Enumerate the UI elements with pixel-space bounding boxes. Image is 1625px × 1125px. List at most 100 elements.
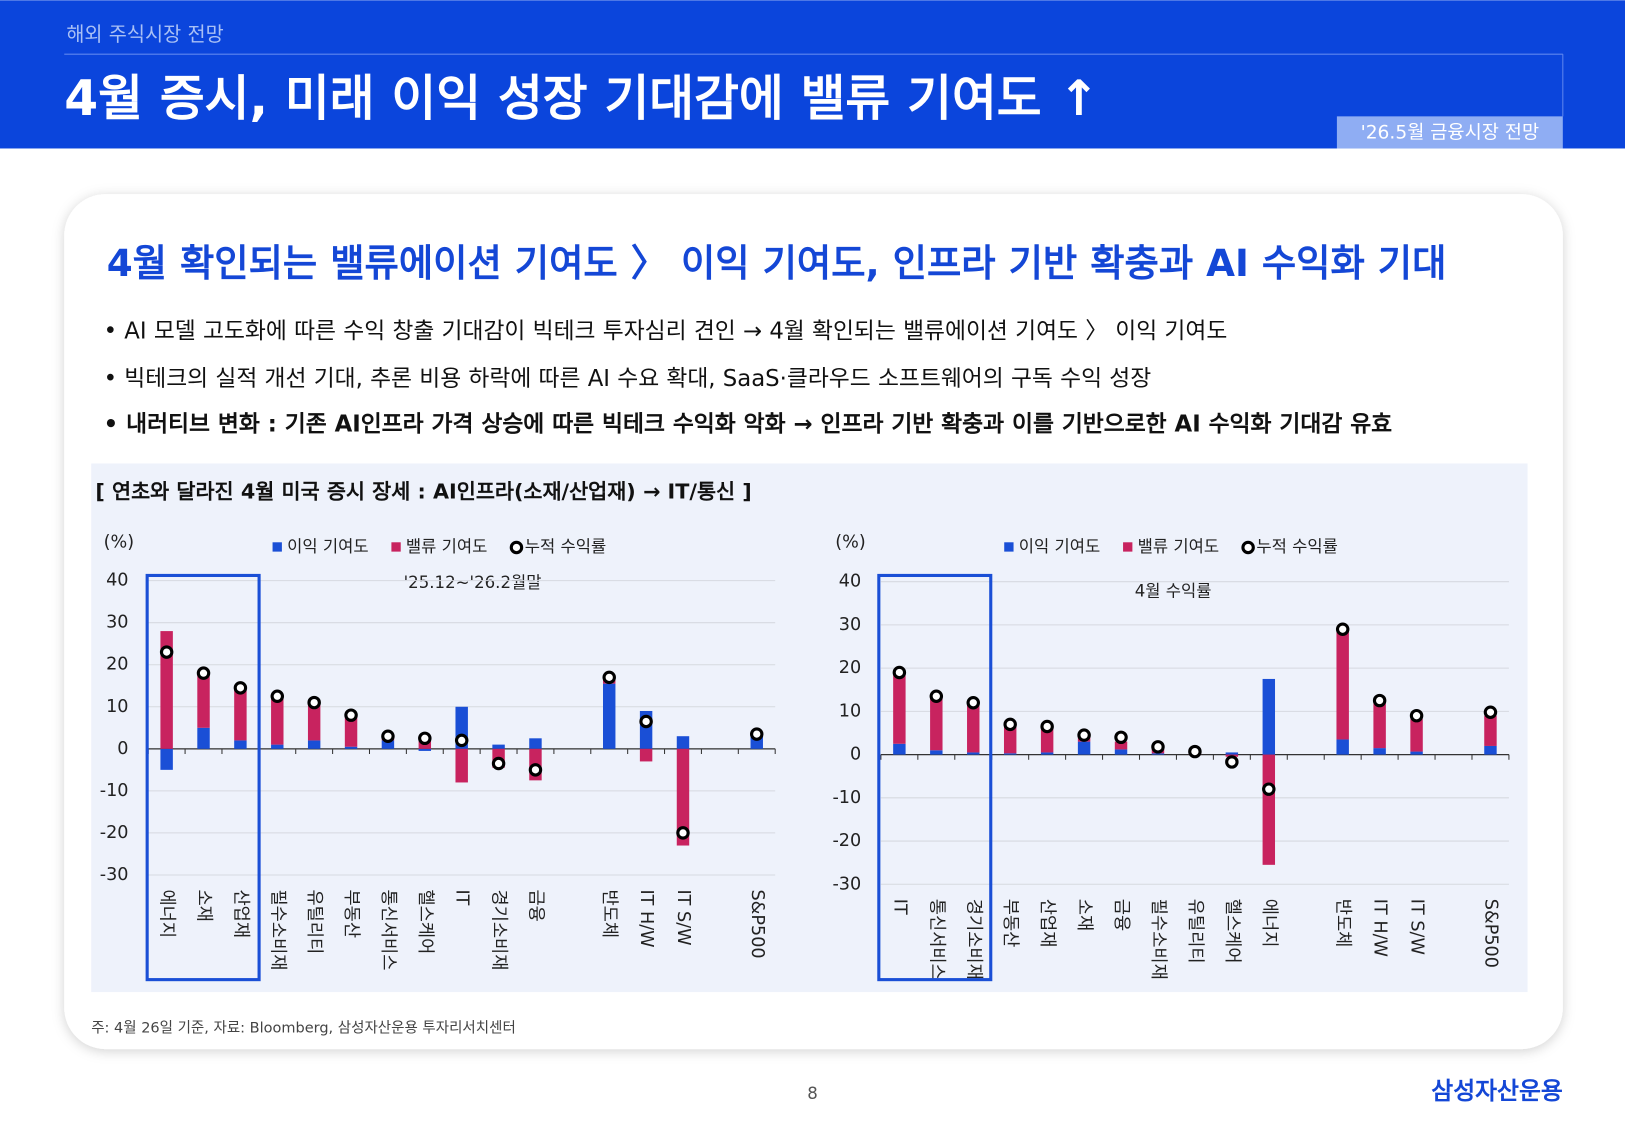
bar-segment — [197, 673, 210, 728]
chart-panel — [91, 463, 1528, 993]
bar-segment — [234, 687, 247, 741]
bar-segment — [1410, 751, 1423, 755]
y-tick-label: -10 — [100, 781, 129, 801]
cumulative-return-marker — [639, 714, 653, 729]
legend-marker — [1241, 540, 1255, 555]
charts: (%) '25.12~'26.2월말 -30 -20 -10 0 10 20 30 40 이익 기여… — [100, 532, 1510, 980]
x-tick-label: IT S/W — [1407, 899, 1427, 955]
bar-segment — [271, 744, 284, 749]
chart-panel-title: [ 연초와 달라진 4월 미국 증시 장세 : AI인프라(소재/산업재) → … — [95, 480, 751, 504]
x-tick-label: 산업재 — [1037, 899, 1057, 948]
bar-segment — [676, 736, 690, 749]
bar-segment — [1003, 753, 1017, 755]
bar-segment — [344, 746, 358, 749]
cumulative-return-marker — [929, 689, 944, 703]
bar-segment — [344, 715, 358, 747]
cumulative-return-marker — [1077, 728, 1091, 742]
x-tick-label: IT S/W — [673, 889, 693, 945]
y-tick-label: 30 — [106, 613, 128, 633]
source-note: 주: 4월 26일 기준, 자료: Bloomberg, 삼성자산운용 투자리서… — [91, 1019, 516, 1036]
x-tick-label: 산업재 — [230, 889, 250, 938]
bar-segment — [197, 727, 210, 749]
bar-segment — [1114, 749, 1128, 755]
bar-segment — [160, 631, 173, 749]
bar-segment — [1336, 629, 1349, 740]
cumulative-return-marker — [307, 695, 321, 710]
bar-segment — [1077, 741, 1091, 755]
cumulative-return-marker — [1483, 705, 1498, 719]
x-tick-label: 소재 — [194, 889, 214, 921]
cumulative-return-marker — [892, 665, 907, 680]
y-tick-label: 40 — [106, 571, 128, 591]
bar-segment — [1040, 752, 1054, 755]
bar-segment — [307, 740, 321, 749]
legend-label: 밸류 기여도 — [406, 537, 488, 556]
bar-segment — [418, 748, 432, 751]
bar-segment — [492, 744, 505, 749]
cumulative-return-marker — [676, 826, 690, 840]
bar-segment — [1262, 754, 1276, 865]
card-heading: 4월 확인되는 밸류에이션 기여도 〉 이익 기여도, 인프라 기반 확충과 A… — [107, 241, 1447, 285]
bar-segment — [1373, 702, 1386, 749]
bar-segment — [1484, 715, 1497, 746]
cumulative-return-marker — [966, 695, 980, 710]
x-tick-label: 통신서비스 — [378, 889, 398, 970]
highlight-box — [145, 573, 261, 982]
cumulative-return-marker — [233, 681, 248, 695]
bar-segment — [160, 748, 173, 770]
cumulative-return-marker — [1225, 755, 1239, 769]
x-tick-label: 유틸리티 — [304, 889, 324, 954]
x-tick-label: 반도체 — [1333, 899, 1353, 948]
x-tick-label: 통신서비스 — [926, 899, 946, 980]
bar-segment — [1484, 745, 1497, 755]
x-tick-label: 에너지 — [1259, 899, 1279, 948]
y-tick-label: -30 — [100, 865, 129, 885]
x-tick-label: 부동산 — [1000, 899, 1020, 948]
x-tick-label: 유틸리티 — [1185, 899, 1205, 964]
x-tick-label: 경기소비재 — [963, 899, 983, 980]
y-tick-label: 0 — [850, 745, 861, 765]
badge-text: '26.5월 금융시장 전망 — [1361, 122, 1540, 143]
bar-segment — [455, 748, 468, 783]
bar-segment — [967, 704, 980, 753]
x-tick-label: 헬스케어 — [415, 889, 435, 954]
legend-label: 밸류 기여도 — [1138, 537, 1220, 556]
bar-segment — [1410, 719, 1423, 752]
y-tick-label: -10 — [832, 788, 861, 808]
x-tick-label: 헬스케어 — [1222, 899, 1242, 964]
y-tick-label: 10 — [839, 701, 861, 721]
bar-segment — [676, 748, 690, 846]
bar-segment — [1040, 728, 1054, 753]
bar-segment — [639, 748, 653, 762]
bar-segment — [967, 752, 980, 755]
legend-swatch — [272, 542, 282, 552]
cumulative-return-marker — [1335, 622, 1350, 636]
section-label: 해외 주식시장 전망 — [66, 23, 223, 46]
legend-label: 이익 기여도 — [287, 537, 369, 556]
legend-swatch — [1004, 542, 1014, 552]
brand: 삼성자산운용 — [1431, 1077, 1563, 1105]
x-tick-label: 반도체 — [599, 889, 619, 938]
cumulative-return-marker — [1151, 740, 1165, 754]
bar-segment — [1225, 752, 1239, 755]
highlight-box — [877, 573, 993, 982]
bar-segment — [893, 743, 906, 755]
y-tick-label: -20 — [100, 823, 129, 843]
legend-label: 이익 기여도 — [1019, 537, 1101, 556]
y-tick-label: 0 — [117, 739, 128, 759]
bar-segment — [1151, 753, 1165, 755]
bar-segment — [307, 702, 321, 741]
cumulative-return-marker — [1372, 693, 1387, 708]
x-tick-label: 금융 — [1111, 899, 1131, 931]
y-tick-label: 20 — [839, 658, 861, 678]
x-tick-label: 에너지 — [157, 889, 177, 938]
x-tick-label: IT H/W — [1370, 899, 1390, 957]
x-tick-label: S&P500 — [747, 889, 767, 958]
bullet: • AI 모델 고도화에 따른 수익 창출 기대감이 빅테크 투자심리 견인 →… — [104, 318, 1228, 344]
y-tick-label: 20 — [106, 655, 128, 675]
bar-segment — [930, 750, 943, 755]
badge — [1336, 116, 1563, 149]
annotation: '25.12~'26.2월말 — [404, 573, 542, 592]
bar-segment — [271, 696, 284, 745]
x-tick-label: S&P500 — [1480, 899, 1500, 968]
